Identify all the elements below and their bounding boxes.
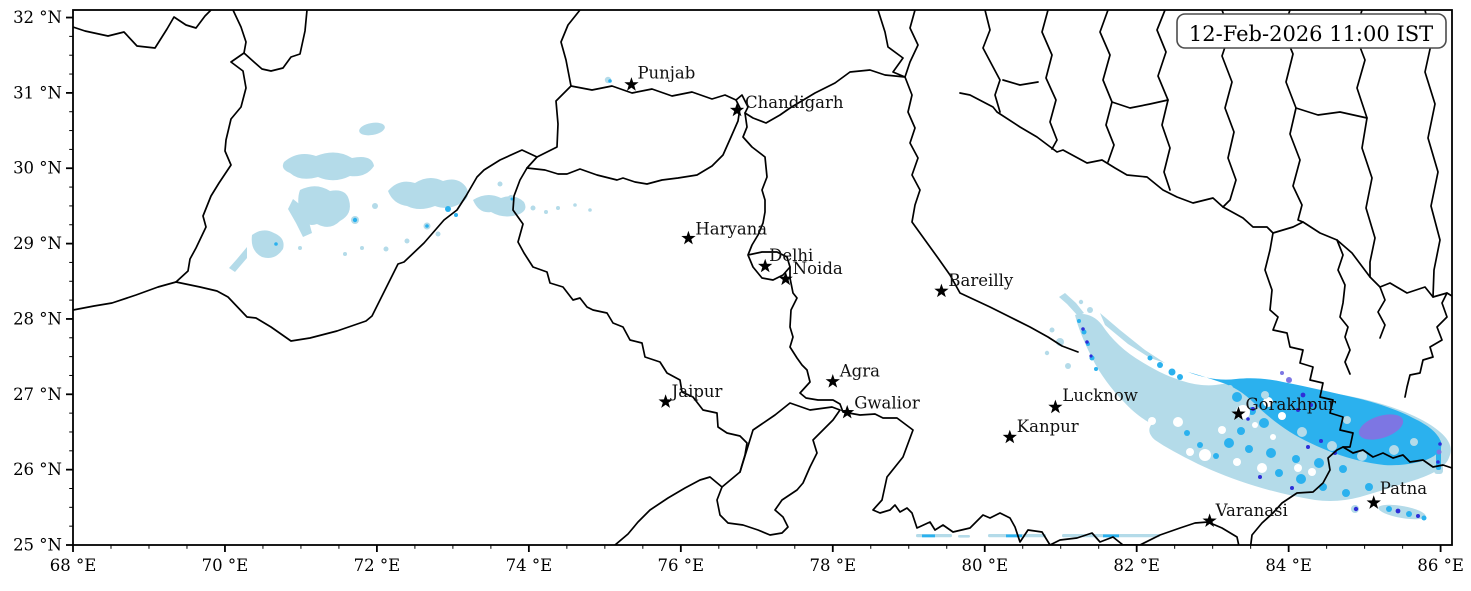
city-star-icon <box>1202 513 1217 527</box>
city-label: Bareilly <box>948 271 1013 290</box>
city-star-icon <box>778 271 793 286</box>
city-label: Varanasi <box>1215 501 1288 520</box>
city-label: Kanpur <box>1017 417 1079 436</box>
city-star-icon <box>681 230 696 245</box>
y-tick-label: 31 °N <box>13 83 62 102</box>
city-label: Patna <box>1380 479 1427 498</box>
city-star-icon <box>934 283 949 298</box>
y-tick-label: 30 °N <box>13 159 62 178</box>
x-tick-label: 80 °E <box>961 556 1008 575</box>
city-star-icon <box>1366 495 1381 509</box>
city-label: Jaipur <box>670 382 723 401</box>
city-star-icon <box>758 258 773 273</box>
city-label: Agra <box>839 361 880 380</box>
x-tick-label: 78 °E <box>810 556 857 575</box>
timestamp-frame <box>1176 13 1447 49</box>
x-tick-label: 84 °E <box>1265 556 1312 575</box>
city-label: Lucknow <box>1062 386 1138 405</box>
y-tick-label: 27 °N <box>13 385 62 404</box>
city-label: Delhi <box>769 246 813 265</box>
x-axis-ticks: 68 °E 70 °E 72 °E 74 °E 76 °E 78 °E 80 °E 82 °E… <box>50 545 1464 575</box>
city-star-icon <box>658 394 673 408</box>
precip-heavy-layer <box>1081 327 1442 518</box>
x-tick-label: 70 °E <box>202 556 249 575</box>
timestamp-box: 12-Feb-2026 11:00 IST <box>1176 13 1447 49</box>
precip-intense-layer <box>1280 371 1442 455</box>
city-star-icon <box>1002 429 1017 444</box>
city-star-icon <box>825 374 840 388</box>
state-boundaries <box>73 10 1452 545</box>
city-star-icon <box>624 77 639 91</box>
x-tick-label: 68 °E <box>50 556 97 575</box>
city-label: Haryana <box>695 219 767 238</box>
x-tick-label: 74 °E <box>506 556 553 575</box>
precip-moderate-layer <box>274 79 1442 538</box>
y-tick-label: 29 °N <box>13 234 62 253</box>
precip-mottle-layer <box>1227 385 1418 461</box>
city-label: Noida <box>793 259 843 278</box>
city-star-icon <box>1231 406 1246 420</box>
y-tick-label: 32 °N <box>13 8 62 27</box>
x-tick-label: 86 °E <box>1417 556 1464 575</box>
city-label: Chandigarh <box>745 93 844 112</box>
y-tick-label: 25 °N <box>13 536 62 555</box>
x-tick-label: 72 °E <box>354 556 401 575</box>
city-star-icon <box>729 102 745 117</box>
y-tick-label: 28 °N <box>13 309 62 328</box>
city-label: Gwalior <box>854 393 920 412</box>
x-tick-label: 82 °E <box>1113 556 1160 575</box>
timestamp-text: 12-Feb-2026 11:00 IST <box>1189 22 1433 46</box>
precip-light-layer <box>229 76 1451 538</box>
city-label: Punjab <box>637 64 695 83</box>
y-tick-label: 26 °N <box>13 460 62 479</box>
y-axis-ticks: 25 °N 26 °N 27 °N 28 °N 29 °N 30 °N 31 °N 32 °N <box>13 8 73 555</box>
city-label: Gorakhpur <box>1246 395 1337 414</box>
map-frame <box>72 9 1453 546</box>
city-star-icon <box>1048 399 1063 414</box>
x-tick-label: 76 °E <box>658 556 705 575</box>
city-star-icon <box>840 404 855 419</box>
